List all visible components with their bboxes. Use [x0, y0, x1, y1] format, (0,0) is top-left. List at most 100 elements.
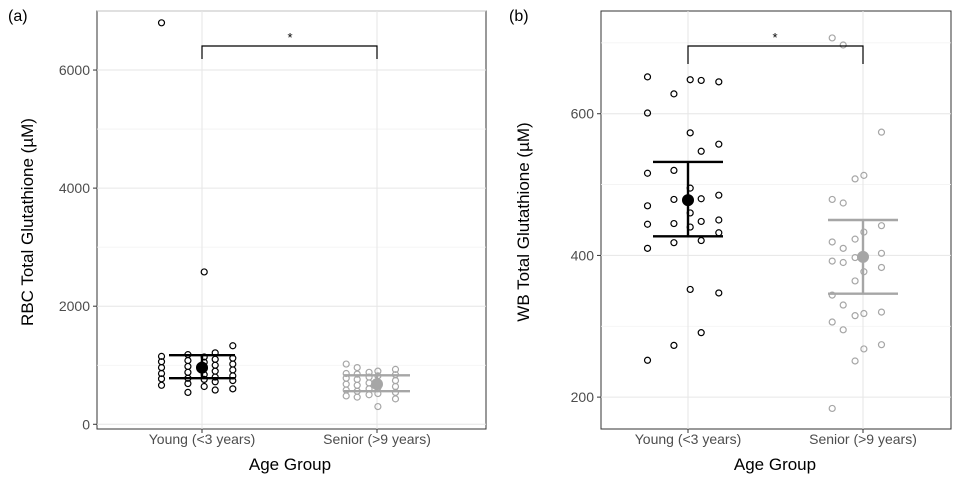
panel-a-x-axis-title: Age Group	[249, 455, 331, 474]
data-point	[877, 249, 886, 257]
data-point	[828, 34, 836, 42]
data-point	[877, 222, 886, 230]
data-point	[877, 308, 886, 316]
mean-marker	[857, 250, 869, 263]
data-point	[643, 244, 652, 252]
significance-star-a: *	[287, 30, 292, 45]
panel-a-plot-area	[96, 10, 487, 430]
data-point	[697, 236, 705, 245]
data-point	[715, 78, 723, 86]
data-point	[353, 393, 361, 401]
data-point	[686, 285, 694, 294]
panel-b-label: (b)	[509, 8, 529, 25]
panel-b-x-ticks: Young (<3 years) Senior (>9 years)	[635, 429, 917, 447]
data-point	[877, 263, 886, 272]
data-point	[670, 239, 678, 247]
data-point	[839, 244, 847, 252]
data-point	[643, 109, 652, 117]
data-point	[877, 128, 886, 136]
data-point	[828, 291, 836, 299]
data-point	[670, 166, 678, 175]
panel-b-x-axis-title: Age Group	[734, 455, 816, 474]
data-point	[670, 219, 678, 228]
data-point	[828, 238, 836, 246]
data-point	[697, 76, 705, 85]
data-point	[839, 326, 847, 334]
y-tick-label: 600	[571, 106, 595, 122]
data-point	[686, 129, 694, 137]
y-tick-label: 2000	[59, 298, 90, 314]
panel-b-y-ticks: 200 400 600	[571, 106, 601, 405]
mean-marker	[682, 194, 694, 207]
data-point	[643, 220, 652, 228]
panel-b-points	[643, 34, 886, 413]
panel-a-y-ticks: 0 2000 4000 6000	[59, 62, 97, 432]
data-point	[839, 41, 847, 49]
data-point	[851, 312, 859, 320]
panel-b-plot-area	[600, 10, 952, 430]
bracket-b	[687, 45, 864, 64]
panel-b: (b) 200 400 600 Young (<3 years) Senior (>…	[509, 8, 952, 474]
data-point	[643, 169, 652, 177]
data-point	[851, 235, 859, 243]
data-point	[851, 277, 859, 285]
data-point	[839, 199, 847, 207]
data-point	[686, 76, 694, 84]
data-point	[229, 342, 237, 350]
data-point	[697, 195, 705, 203]
data-point	[828, 257, 836, 265]
data-point	[643, 202, 652, 210]
data-point	[342, 392, 350, 400]
data-point	[860, 171, 868, 179]
data-point	[828, 318, 836, 326]
data-point	[670, 195, 678, 204]
data-point	[157, 369, 166, 378]
data-point	[342, 360, 350, 368]
y-tick-label: 0	[82, 416, 90, 432]
data-point	[643, 356, 652, 364]
data-point	[715, 289, 723, 297]
data-point	[229, 385, 237, 393]
data-point	[157, 19, 166, 27]
x-tick-label-young: Young (<3 years)	[149, 431, 256, 447]
data-point	[715, 140, 723, 148]
mean-marker	[371, 378, 383, 391]
data-point	[391, 365, 400, 373]
panel-b-y-axis-title: WB Total Glutathione (µM)	[514, 122, 533, 321]
data-point	[184, 388, 192, 396]
bracket-a	[201, 45, 378, 59]
x-tick-label-senior: Senior (>9 years)	[809, 431, 917, 447]
data-point	[391, 395, 400, 403]
panel-a-significance-bracket: *	[201, 30, 378, 59]
panel-a-error-bars	[169, 354, 410, 393]
data-point	[200, 268, 208, 276]
data-point	[157, 381, 166, 389]
panel-a-label: (a)	[8, 8, 28, 25]
data-point	[851, 357, 859, 365]
data-point	[860, 345, 868, 353]
data-point	[877, 341, 886, 349]
data-point	[697, 329, 705, 337]
data-point	[715, 191, 723, 199]
data-point	[184, 379, 192, 388]
significance-star-b: *	[772, 30, 777, 45]
data-point	[697, 217, 705, 226]
panel-a-y-axis-title: RBC Total Glutathione (µM)	[18, 118, 37, 326]
data-point	[643, 73, 652, 81]
data-point	[715, 216, 723, 224]
data-point	[374, 402, 382, 411]
data-point	[670, 90, 678, 98]
data-point	[828, 404, 836, 413]
panel-a-x-ticks: Young (<3 years) Senior (>9 years)	[149, 429, 431, 447]
y-tick-label: 400	[571, 247, 595, 263]
data-point	[200, 382, 208, 391]
y-tick-label: 6000	[59, 62, 90, 78]
data-point	[157, 352, 166, 360]
data-point	[851, 175, 859, 183]
panel-b-significance-bracket: *	[687, 30, 864, 64]
data-point	[342, 369, 350, 378]
data-point	[839, 258, 847, 267]
data-point	[828, 195, 836, 204]
panel-b-error-bars	[653, 160, 898, 295]
